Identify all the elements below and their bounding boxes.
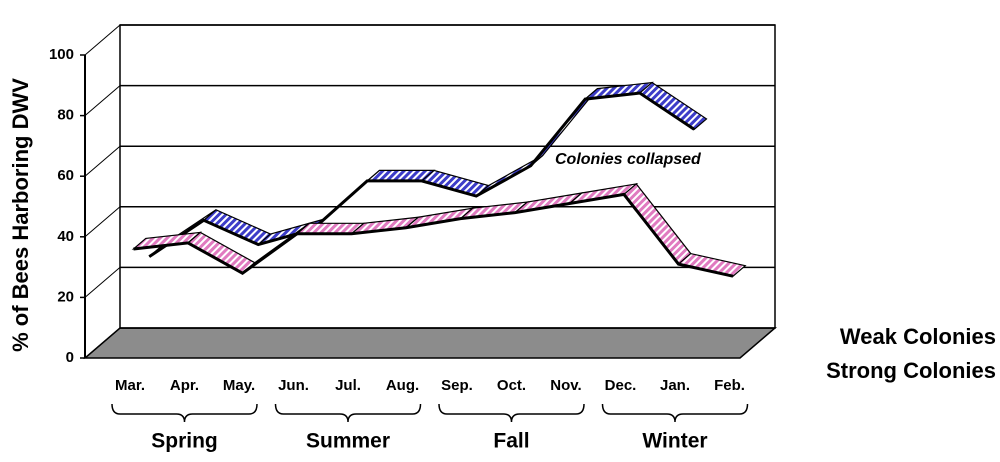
series-line xyxy=(148,91,696,258)
x-tick-label: Mar. xyxy=(115,377,145,394)
floor xyxy=(82,327,778,359)
x-tick-label: Nov. xyxy=(550,377,581,394)
x-tick-label: Apr. xyxy=(170,377,199,394)
grid-line xyxy=(84,327,121,359)
y-tick-label: 60 xyxy=(57,167,74,184)
x-tick-label: Aug. xyxy=(386,377,419,394)
season-label: Summer xyxy=(306,430,390,453)
x-tick-label: Feb. xyxy=(714,377,745,394)
y-tick-label: 100 xyxy=(49,46,74,63)
x-tick-label: Jul. xyxy=(335,377,361,394)
annotation: Colonies collapsed xyxy=(555,151,702,168)
season-bracket xyxy=(111,403,258,423)
x-tick-label: May. xyxy=(223,377,255,394)
season-bracket xyxy=(601,403,749,423)
y-tick-label: 20 xyxy=(57,288,74,305)
grid-line xyxy=(84,267,121,298)
season-label: Fall xyxy=(493,430,529,453)
y-axis-label: % of Bees Harboring DWV xyxy=(8,78,33,352)
grid-line xyxy=(84,206,121,238)
x-tick-label: Sep. xyxy=(441,377,473,394)
x-tick-label: Dec. xyxy=(605,377,637,394)
x-tick-label: Jun. xyxy=(278,377,309,394)
series-line xyxy=(133,192,734,278)
x-tick-label: Jan. xyxy=(660,377,690,394)
legend-label: Strong Colonies xyxy=(826,358,996,383)
grid-line xyxy=(84,85,121,116)
legend-label: Weak Colonies xyxy=(840,324,996,349)
y-tick-label: 80 xyxy=(57,107,74,124)
grid-line xyxy=(84,24,121,56)
x-tick-label: Oct. xyxy=(497,377,526,394)
y-tick-label: 0 xyxy=(66,349,74,366)
season-label: Spring xyxy=(151,430,218,453)
y-tick-label: 40 xyxy=(57,228,74,245)
season-bracket xyxy=(438,403,585,423)
season-bracket xyxy=(274,403,422,423)
season-label: Winter xyxy=(642,430,707,453)
grid-line xyxy=(84,145,121,177)
